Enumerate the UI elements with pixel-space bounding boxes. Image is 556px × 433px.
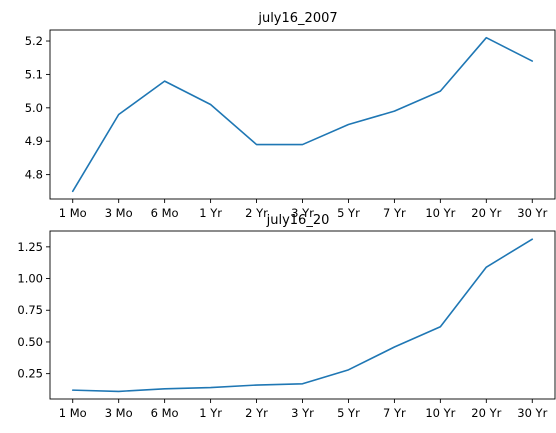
y-tick-label: 1.25 bbox=[17, 240, 43, 254]
x-tick-label: 20 Yr bbox=[471, 406, 501, 420]
chart-title-bottom: july16_20 bbox=[266, 213, 330, 228]
x-tick-label: 6 Mo bbox=[151, 406, 179, 420]
x-tick-label: 3 Mo bbox=[105, 206, 133, 220]
y-tick-label: 4.8 bbox=[25, 168, 43, 182]
series-line-bottom bbox=[71, 238, 534, 393]
x-tick-label: 1 Yr bbox=[199, 406, 222, 420]
y-ticks-top: 4.8 4.9 5.0 5.1 5.2 bbox=[25, 34, 50, 182]
x-tick-label: 3 Yr bbox=[291, 206, 314, 220]
x-tick-label: 3 Mo bbox=[105, 406, 133, 420]
x-tick-label: 2 Yr bbox=[245, 406, 268, 420]
y-tick-label: 5.1 bbox=[25, 67, 43, 81]
x-tick-label: 1 Mo bbox=[59, 206, 87, 220]
x-tick-label: 6 Mo bbox=[151, 206, 179, 220]
x-tick-label: 30 Yr bbox=[517, 406, 547, 420]
y-tick-label: 0.50 bbox=[17, 335, 43, 349]
y-tick-label: 4.9 bbox=[25, 134, 43, 148]
y-ticks-bottom: 0.25 0.50 0.75 1.00 1.25 bbox=[17, 240, 50, 381]
x-tick-label: 1 Mo bbox=[59, 406, 87, 420]
x-tick-label: 2 Yr bbox=[245, 206, 268, 220]
x-tick-label: 10 Yr bbox=[425, 406, 455, 420]
y-tick-label: 0.25 bbox=[17, 367, 43, 381]
y-tick-label: 1.00 bbox=[17, 272, 43, 286]
chart-title-top: july16_2007 bbox=[257, 11, 337, 26]
axes-frame-bottom bbox=[49, 230, 556, 400]
x-tick-label: 1 Yr bbox=[199, 206, 222, 220]
subplot-top: july16_2007 4.8 4.9 5.0 5.1 5.2 1 Mo 3 Mo 6 Mo… bbox=[25, 11, 556, 220]
x-tick-label: 7 Yr bbox=[383, 406, 406, 420]
x-tick-label: 7 Yr bbox=[383, 206, 406, 220]
y-tick-label: 0.75 bbox=[17, 303, 43, 317]
x-ticks-bottom: 1 Mo 3 Mo 6 Mo 1 Yr 2 Yr 3 Yr 5 Yr 7 Yr 10 Yr 20 … bbox=[59, 399, 548, 420]
series-line-top bbox=[71, 36, 534, 193]
x-ticks-top: 1 Mo 3 Mo 6 Mo 1 Yr 2 Yr 3 Yr 5 Yr 7 Yr 10 Yr 20 … bbox=[59, 199, 548, 220]
x-tick-label: 3 Yr bbox=[291, 406, 314, 420]
x-tick-label: 5 Yr bbox=[337, 406, 360, 420]
axes-frame-top bbox=[49, 29, 556, 200]
x-tick-label: 20 Yr bbox=[471, 206, 501, 220]
x-tick-label: 30 Yr bbox=[517, 206, 547, 220]
subplot-bottom: july16_20 0.25 0.50 0.75 1.00 1.25 1 Mo 3 Mo 6… bbox=[17, 213, 556, 420]
x-tick-label: 5 Yr bbox=[337, 206, 360, 220]
y-tick-label: 5.2 bbox=[25, 34, 43, 48]
y-tick-label: 5.0 bbox=[25, 101, 43, 115]
x-tick-label: 10 Yr bbox=[425, 206, 455, 220]
